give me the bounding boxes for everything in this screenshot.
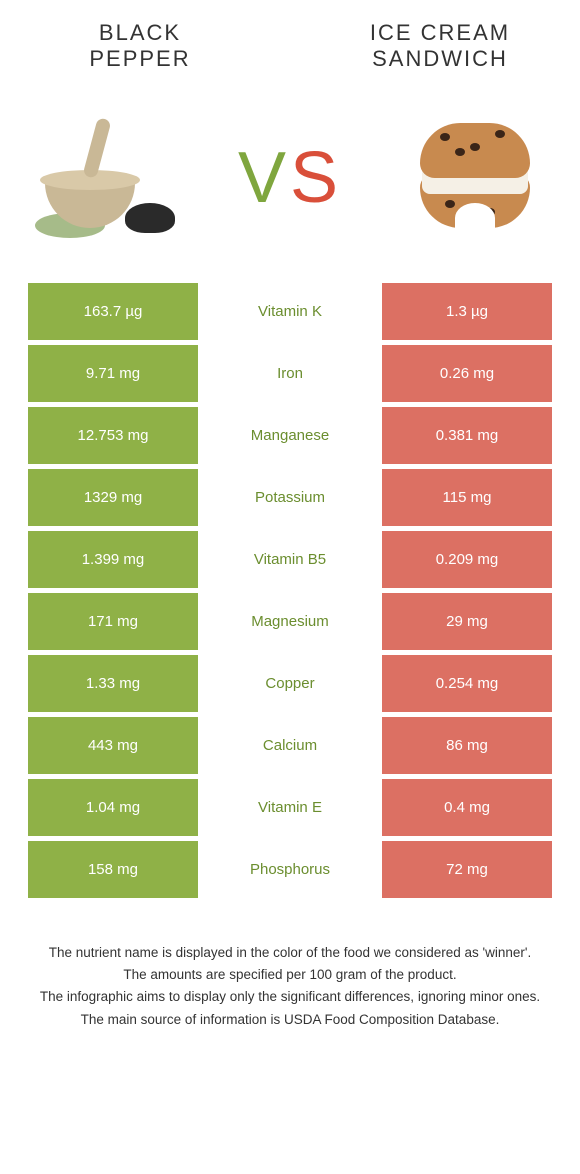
right-value: 0.254 mg [382, 655, 552, 712]
nutrient-name: Copper [198, 655, 382, 712]
nutrient-row: 1329 mgPotassium115 mg [28, 469, 552, 526]
right-value: 0.381 mg [382, 407, 552, 464]
right-value: 1.3 µg [382, 283, 552, 340]
nutrient-row: 12.753 mgManganese0.381 mg [28, 407, 552, 464]
right-value: 0.4 mg [382, 779, 552, 836]
nutrient-name: Phosphorus [198, 841, 382, 898]
nutrient-name: Iron [198, 345, 382, 402]
left-food-title: BLACK PEPPER [40, 20, 240, 73]
vs-label: VS [238, 137, 342, 219]
nutrient-name: Magnesium [198, 593, 382, 650]
vs-letter-s: S [290, 138, 342, 218]
right-title-line2: SANDWICH [340, 46, 540, 72]
left-value: 1.04 mg [28, 779, 198, 836]
right-value: 72 mg [382, 841, 552, 898]
right-title-line1: ICE CREAM [340, 20, 540, 46]
footnote-line: The amounts are specified per 100 gram o… [30, 965, 550, 985]
ice-cream-sandwich-image [400, 108, 550, 248]
left-value: 12.753 mg [28, 407, 198, 464]
nutrient-row: 443 mgCalcium86 mg [28, 717, 552, 774]
right-value: 0.209 mg [382, 531, 552, 588]
nutrient-row: 158 mgPhosphorus72 mg [28, 841, 552, 898]
left-value: 1.33 mg [28, 655, 198, 712]
nutrient-table: 163.7 µgVitamin K1.3 µg9.71 mgIron0.26 m… [0, 283, 580, 898]
nutrient-row: 1.399 mgVitamin B50.209 mg [28, 531, 552, 588]
header: BLACK PEPPER ICE CREAM SANDWICH [0, 0, 580, 83]
vs-letter-v: V [238, 138, 290, 218]
black-pepper-image [30, 108, 180, 248]
right-value: 29 mg [382, 593, 552, 650]
nutrient-row: 163.7 µgVitamin K1.3 µg [28, 283, 552, 340]
left-value: 443 mg [28, 717, 198, 774]
right-value: 86 mg [382, 717, 552, 774]
left-value: 1329 mg [28, 469, 198, 526]
nutrient-row: 1.33 mgCopper0.254 mg [28, 655, 552, 712]
nutrient-row: 171 mgMagnesium29 mg [28, 593, 552, 650]
footnote-line: The infographic aims to display only the… [30, 987, 550, 1007]
nutrient-name: Vitamin E [198, 779, 382, 836]
vs-row: VS [0, 83, 580, 283]
nutrient-row: 1.04 mgVitamin E0.4 mg [28, 779, 552, 836]
left-value: 1.399 mg [28, 531, 198, 588]
right-value: 115 mg [382, 469, 552, 526]
left-value: 158 mg [28, 841, 198, 898]
right-value: 0.26 mg [382, 345, 552, 402]
footnote-line: The main source of information is USDA F… [30, 1010, 550, 1030]
right-food-title: ICE CREAM SANDWICH [340, 20, 540, 73]
footnote-line: The nutrient name is displayed in the co… [30, 943, 550, 963]
left-value: 171 mg [28, 593, 198, 650]
left-value: 9.71 mg [28, 345, 198, 402]
left-title-line2: PEPPER [40, 46, 240, 72]
left-title-line1: BLACK [40, 20, 240, 46]
nutrient-name: Manganese [198, 407, 382, 464]
nutrient-name: Potassium [198, 469, 382, 526]
footnotes: The nutrient name is displayed in the co… [0, 903, 580, 1030]
nutrient-name: Calcium [198, 717, 382, 774]
nutrient-name: Vitamin K [198, 283, 382, 340]
nutrient-name: Vitamin B5 [198, 531, 382, 588]
left-value: 163.7 µg [28, 283, 198, 340]
nutrient-row: 9.71 mgIron0.26 mg [28, 345, 552, 402]
